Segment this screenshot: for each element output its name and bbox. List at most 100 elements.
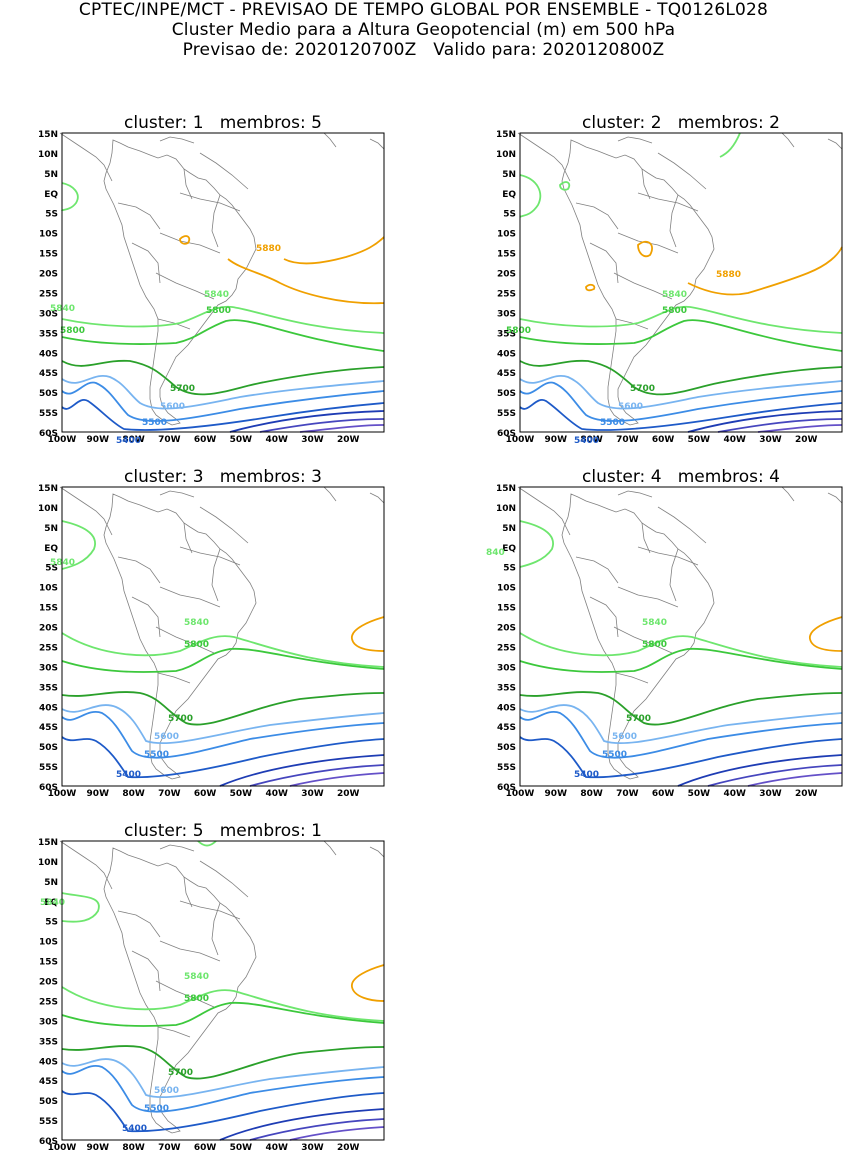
- contour-deep1: [677, 754, 843, 787]
- contour-label: 5840: [40, 898, 65, 908]
- contours: [519, 520, 843, 787]
- lon-tick-label: 70W: [616, 435, 639, 445]
- lat-tick-label: 55S: [39, 763, 58, 773]
- contour-c5880: [227, 258, 385, 305]
- contour-c5500: [519, 710, 843, 759]
- lon-tick-label: 60W: [652, 789, 675, 799]
- map-frame: [61, 840, 385, 1141]
- lat-tick-label: 60S: [39, 783, 58, 793]
- lat-tick-label: 25S: [39, 289, 58, 299]
- lon-tick-label: 90W: [545, 435, 568, 445]
- lat-tick-label: 15S: [39, 250, 58, 260]
- contour-c5400: [61, 1090, 385, 1133]
- coastline: [517, 486, 843, 780]
- lat-tick-label: 10S: [39, 230, 58, 240]
- panel-title: cluster: 2 membros: 2: [520, 113, 842, 133]
- lon-tick-label: 20W: [795, 435, 818, 445]
- contour-c5400: [519, 736, 843, 779]
- lon-tick-label: 20W: [337, 789, 360, 799]
- contour-label: 5600: [612, 732, 637, 742]
- lat-tick-label: 55S: [39, 1117, 58, 1127]
- contour-c5840: [559, 181, 571, 191]
- lon-axis-labels: 100W 90W 80W 70W 60W 50W 40W 30W 20W: [48, 435, 360, 445]
- lon-tick-label: 40W: [723, 789, 746, 799]
- contour-c5800: [61, 647, 385, 673]
- lat-tick-label: EQ: [44, 190, 58, 200]
- contour-label: 5400: [116, 436, 141, 446]
- contour-label: 5840: [184, 618, 209, 628]
- lon-tick-label: 70W: [158, 789, 181, 799]
- lat-tick-label: 5N: [502, 524, 516, 534]
- lat-axis-labels: 15N 10N 5N EQ 5S 10S 15S 20S 25S 30S 35S 40S 45S 50S 5…: [496, 484, 516, 793]
- lat-axis-labels: 15N 10N 5N EQ 5S 10S 15S 20S 25S 30S 35S 40S 45S 50S 5…: [496, 130, 516, 439]
- lon-tick-label: 100W: [48, 789, 77, 799]
- map-frame: [61, 486, 385, 787]
- header-subtitle: Cluster Medio para a Altura Geopotencial…: [171, 20, 676, 40]
- cluster-word: cluster:: [124, 821, 188, 841]
- contour-c5700: [61, 359, 385, 396]
- lon-tick-label: 30W: [759, 789, 782, 799]
- lon-tick-label: 100W: [506, 789, 535, 799]
- cluster-number: 2: [650, 113, 662, 133]
- lon-tick-label: 100W: [48, 435, 77, 445]
- lon-axis-labels: 100W 90W 80W 70W 60W 50W 40W 30W 20W: [506, 789, 818, 799]
- lat-tick-label: EQ: [502, 544, 516, 554]
- contour-label: 5840: [204, 290, 229, 300]
- cluster-word: cluster:: [124, 113, 188, 133]
- lon-tick-label: 40W: [265, 435, 288, 445]
- lat-tick-label: 35S: [497, 329, 516, 339]
- contour-c5880: [687, 246, 843, 296]
- lon-tick-label: 60W: [194, 789, 217, 799]
- lat-axis-labels: 15N 10N 5N EQ 5S 10S 15S 20S 25S 30S 35S 40S 45S 50S 5…: [38, 838, 58, 1147]
- contour-c5400: [61, 736, 385, 779]
- contour-c5840: [519, 520, 554, 568]
- contour-c5600: [519, 704, 843, 745]
- contour-c5500: [519, 381, 843, 422]
- lat-tick-label: 20S: [39, 624, 58, 634]
- contour-label: 5700: [168, 714, 193, 724]
- lon-tick-label: 80W: [580, 435, 603, 445]
- lat-tick-label: 10S: [497, 230, 516, 240]
- lat-tick-label: 30S: [39, 663, 58, 673]
- contour-c5600: [61, 704, 385, 745]
- contour-label: 5700: [626, 714, 651, 724]
- cluster-number: 5: [192, 821, 204, 841]
- cluster-word: cluster:: [582, 113, 646, 133]
- lat-tick-label: 50S: [497, 743, 516, 753]
- lat-tick-label: 10S: [497, 584, 516, 594]
- lat-tick-label: 45S: [497, 723, 516, 733]
- lat-tick-label: 30S: [39, 309, 58, 319]
- contours: [61, 520, 385, 787]
- contour-c5800: [61, 1001, 385, 1027]
- lat-tick-label: 60S: [39, 1137, 58, 1147]
- contours: [61, 182, 385, 433]
- contour-deep1: [219, 1108, 385, 1141]
- lon-tick-label: 40W: [723, 435, 746, 445]
- lon-tick-label: 90W: [87, 789, 110, 799]
- contour-c5600: [519, 374, 843, 410]
- contour-c5880: [637, 240, 653, 258]
- lat-tick-label: 25S: [497, 643, 516, 653]
- contour-label: 5800: [206, 306, 231, 316]
- contour-c5840: [519, 305, 843, 334]
- lon-tick-label: 80W: [122, 435, 145, 445]
- lat-tick-label: EQ: [44, 544, 58, 554]
- map-frame: [61, 132, 385, 433]
- lon-tick-label: 50W: [230, 789, 253, 799]
- lon-tick-label: 80W: [122, 1143, 145, 1153]
- panel-cluster-2: cluster: 2 membros: 2 15N 10N 5N EQ 5S 10S 15S…: [458, 113, 847, 453]
- lon-tick-label: 20W: [337, 435, 360, 445]
- lon-tick-label: 100W: [48, 1143, 77, 1153]
- lat-tick-label: 20S: [39, 270, 58, 280]
- lat-tick-label: 45S: [39, 369, 58, 379]
- cluster-number: 4: [650, 467, 662, 487]
- lon-tick-label: 30W: [759, 435, 782, 445]
- contour-c5500: [61, 381, 385, 422]
- lat-tick-label: 25S: [39, 643, 58, 653]
- contour-c5840: [197, 840, 217, 847]
- contour-label: 5700: [630, 384, 655, 394]
- cluster-word: cluster:: [124, 467, 188, 487]
- contour-label: 5600: [154, 732, 179, 742]
- lat-tick-label: 40S: [497, 703, 516, 713]
